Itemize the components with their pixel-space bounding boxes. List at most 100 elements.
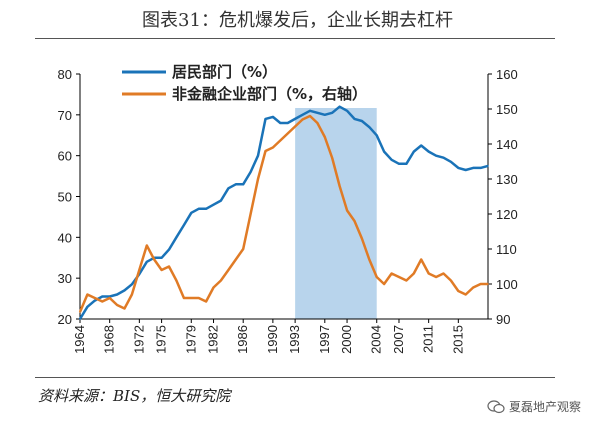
data-point — [405, 279, 408, 282]
right-tick-label: 110 — [496, 242, 517, 257]
data-point — [487, 165, 489, 167]
data-point — [227, 269, 230, 271]
data-point — [316, 111, 319, 114]
data-point — [123, 289, 126, 292]
data-point — [234, 258, 237, 261]
x-tick-label: 2007 — [391, 325, 406, 354]
data-point — [160, 256, 163, 259]
data-point — [249, 171, 252, 173]
source-divider — [35, 377, 555, 378]
data-point — [375, 276, 378, 278]
data-point — [472, 167, 474, 169]
x-tick-label: 1975 — [154, 325, 169, 354]
data-point — [86, 293, 89, 296]
data-point — [212, 203, 215, 206]
data-point — [153, 258, 155, 261]
data-point — [160, 269, 163, 271]
x-tick-label: 1979 — [183, 325, 198, 354]
data-point — [368, 126, 371, 128]
data-point — [464, 293, 467, 296]
data-point — [346, 209, 348, 212]
title-divider — [35, 38, 555, 39]
data-point — [220, 279, 222, 282]
data-point — [131, 283, 133, 286]
data-point — [405, 163, 408, 165]
data-point — [413, 272, 415, 275]
x-tick-label: 1964 — [72, 325, 87, 354]
data-point — [94, 299, 96, 302]
x-tick-label: 2000 — [339, 325, 354, 354]
data-point — [301, 114, 304, 116]
data-point — [435, 276, 437, 278]
data-point — [472, 286, 474, 289]
data-point — [190, 212, 193, 214]
data-point — [190, 297, 193, 299]
data-point — [145, 244, 148, 247]
x-tick-label: 2004 — [369, 325, 384, 354]
data-point — [249, 213, 252, 215]
data-point — [220, 199, 222, 202]
data-point — [101, 295, 104, 298]
data-point — [301, 118, 304, 121]
source-note: 资料来源：BIS，恒大研究院 — [38, 387, 231, 405]
data-point — [257, 178, 259, 180]
data-point — [375, 134, 378, 137]
x-tick-label: 1972 — [131, 325, 146, 354]
data-point — [123, 307, 126, 310]
left-tick-label: 20 — [58, 312, 72, 327]
data-point — [294, 118, 296, 120]
data-point — [205, 300, 207, 303]
data-point — [168, 248, 170, 251]
chart-title: 图表31：危机爆发后，企业长期去杠杆 — [142, 10, 453, 31]
left-tick-label: 80 — [58, 67, 72, 82]
data-point — [279, 139, 282, 142]
data-point — [435, 154, 437, 157]
left-tick-label: 50 — [58, 190, 72, 205]
right-tick-label: 130 — [496, 172, 518, 187]
data-point — [479, 283, 482, 285]
data-point — [242, 248, 244, 250]
data-point — [272, 116, 274, 118]
data-point — [420, 144, 423, 147]
data-point — [427, 272, 430, 275]
data-point — [383, 283, 385, 285]
data-point — [457, 290, 460, 292]
data-point — [420, 258, 423, 261]
data-point — [108, 297, 111, 299]
right-tick-label: 140 — [496, 137, 518, 152]
right-tick-label: 100 — [496, 277, 518, 292]
data-point — [197, 207, 200, 210]
data-point — [442, 156, 445, 159]
x-tick-label: 1968 — [102, 325, 117, 354]
data-point — [205, 207, 207, 210]
data-point — [131, 293, 133, 296]
watermark: 夏磊地产观察 — [487, 398, 581, 415]
x-tick-label: 1997 — [317, 325, 332, 354]
data-point — [427, 150, 430, 153]
data-point — [227, 187, 230, 190]
data-point — [479, 167, 482, 169]
data-point — [324, 136, 326, 138]
x-tick-label: 1990 — [265, 325, 280, 354]
data-point — [353, 118, 356, 120]
data-point — [264, 150, 267, 152]
data-point — [450, 160, 452, 163]
x-tick-label: 2015 — [450, 325, 465, 354]
data-point — [338, 185, 341, 187]
data-point — [183, 297, 185, 299]
data-point — [398, 276, 400, 278]
data-point — [138, 269, 141, 271]
x-tick-label: 2011 — [421, 325, 436, 353]
data-point — [338, 105, 341, 108]
x-tick-label: 1986 — [235, 325, 250, 354]
data-point — [398, 163, 400, 165]
data-point — [286, 132, 289, 135]
data-point — [390, 272, 393, 275]
data-point — [383, 150, 385, 153]
right-tick-label: 90 — [496, 312, 510, 327]
data-point — [101, 300, 104, 303]
series-line-corporate — [78, 114, 488, 313]
data-point — [390, 158, 393, 161]
x-tick-label: 1993 — [287, 325, 302, 354]
legend-label: 非金融企业部门（%，右轴） — [172, 85, 367, 103]
